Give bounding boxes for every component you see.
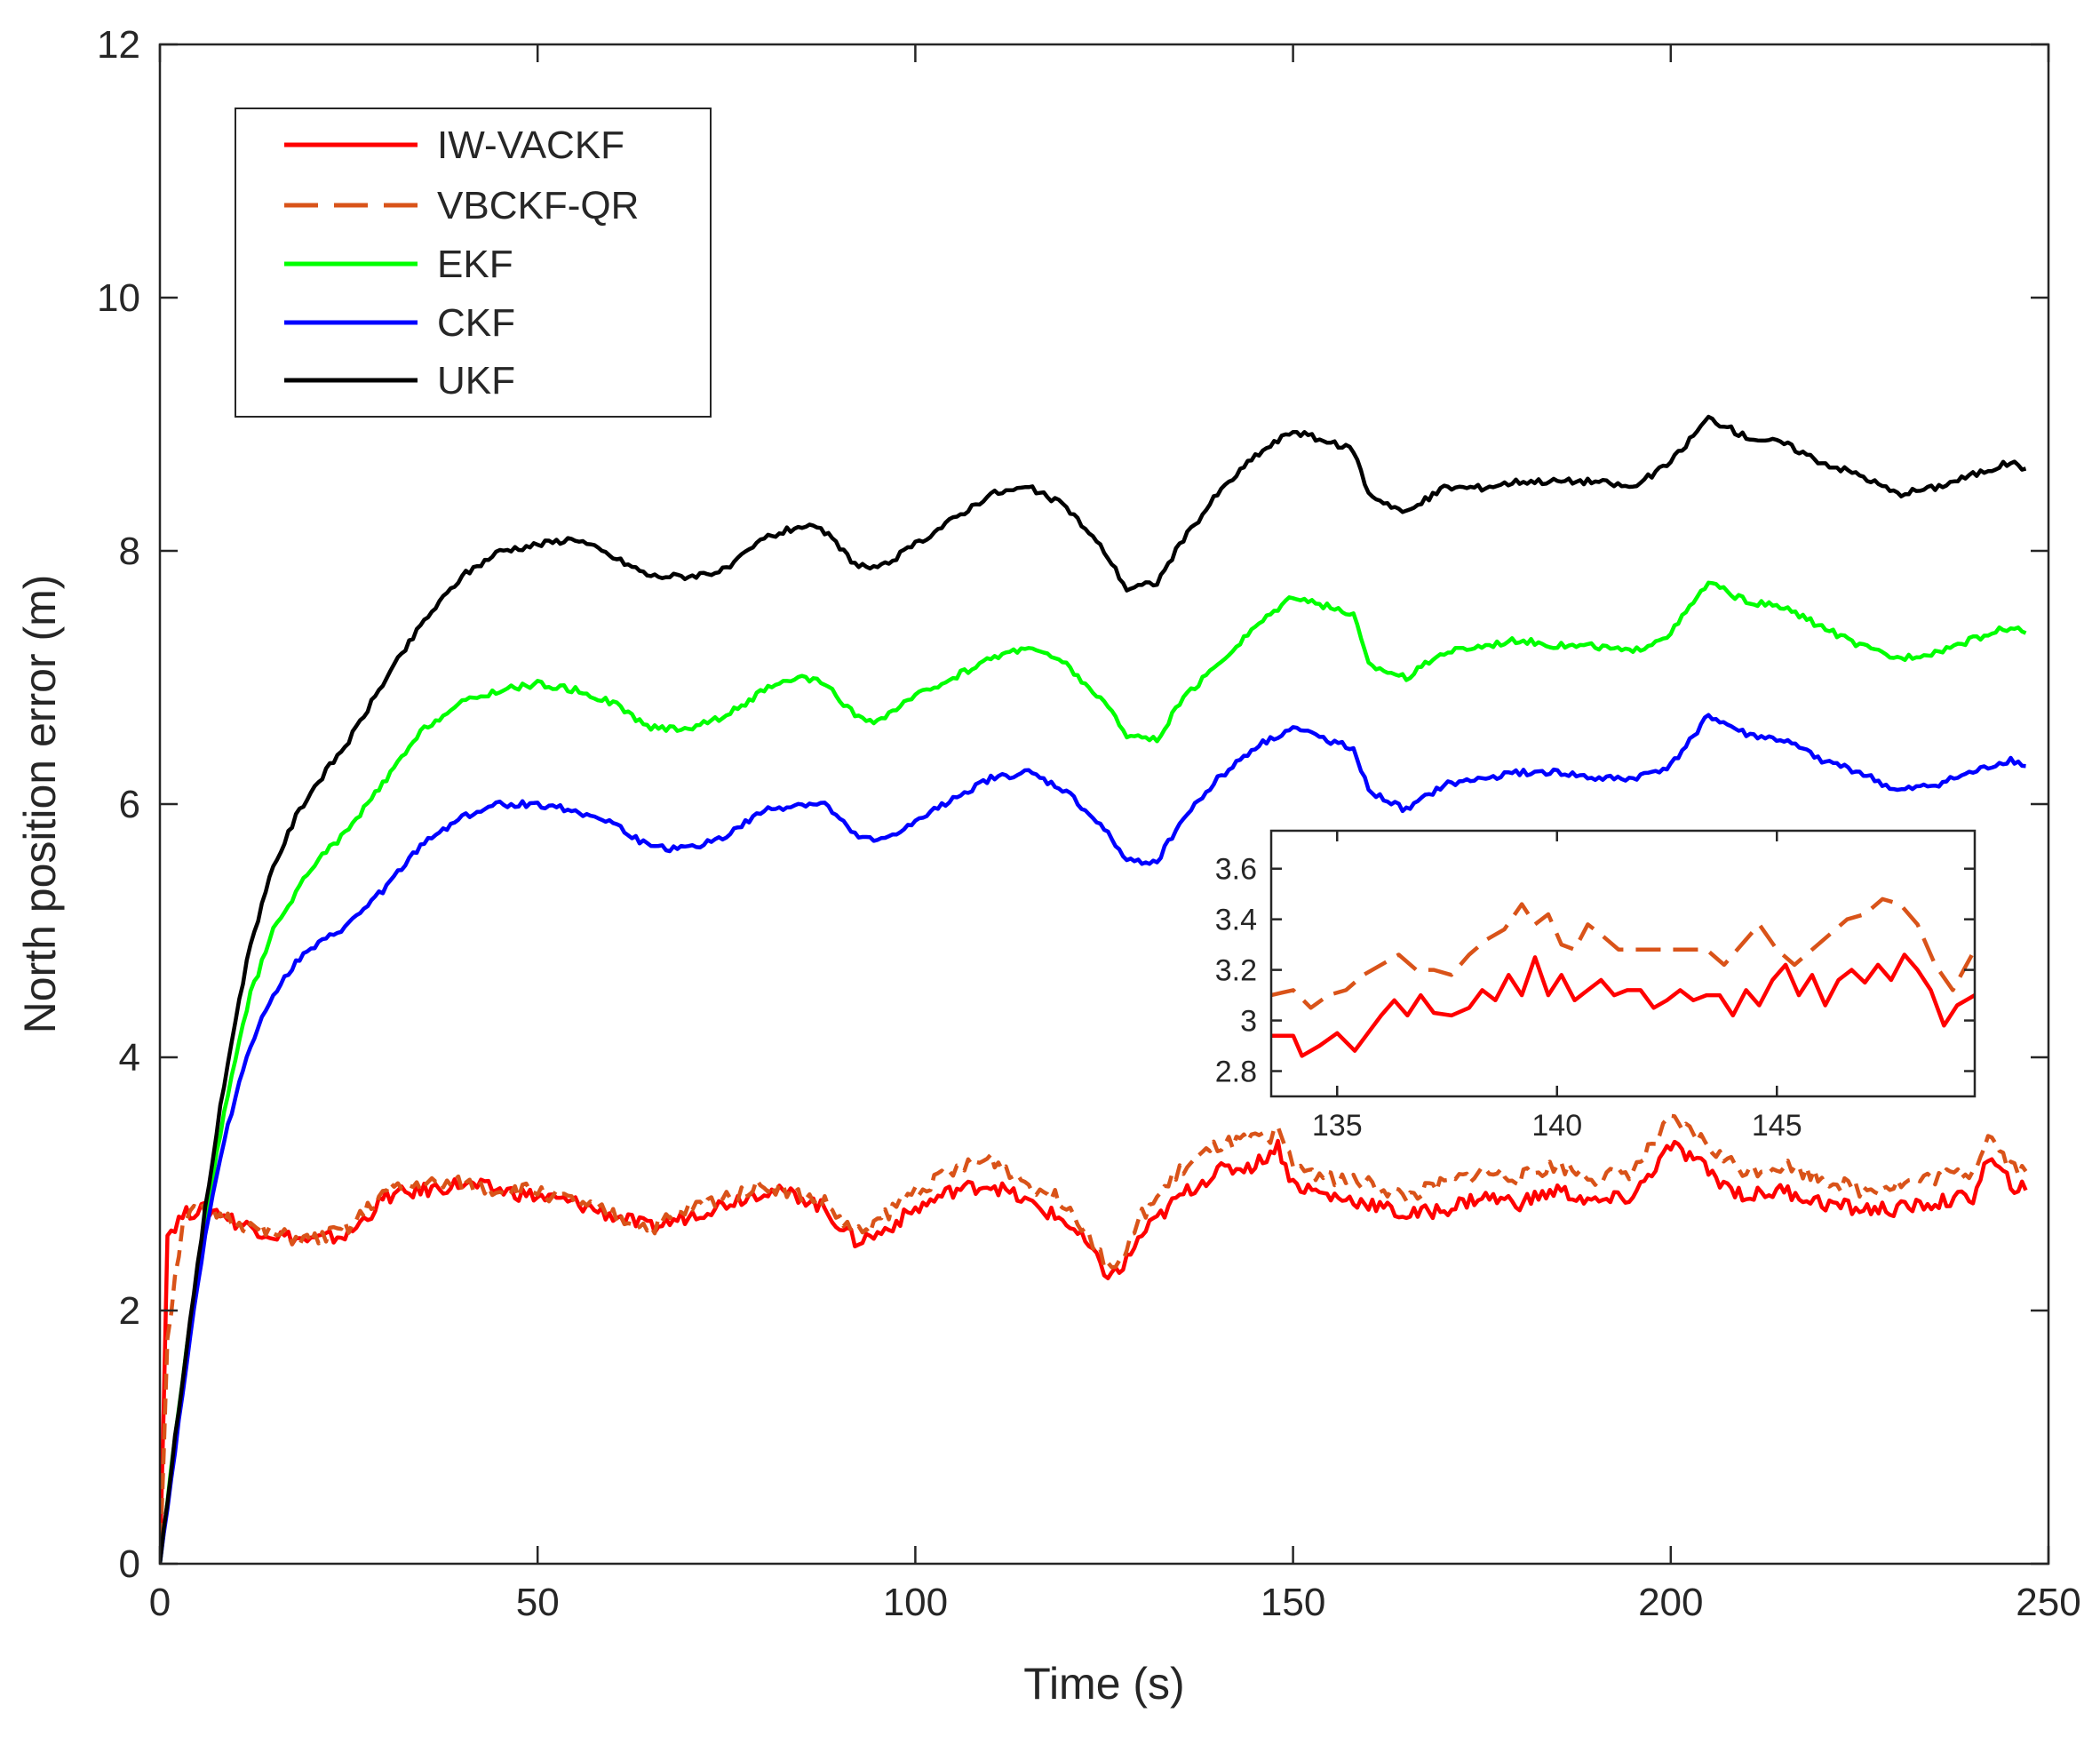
main-x-tick-label-200: 200 xyxy=(1638,1581,1703,1624)
inset-series-vbckf-qr xyxy=(1271,896,1975,1010)
inset-y-tick-label-3-4: 3.4 xyxy=(1215,904,1257,937)
inset-ticks: 135 140 145 2.8 3 3.2 3.4 3.6 xyxy=(1215,831,1975,1143)
main-series-ukf xyxy=(160,414,2027,1564)
inset-y-tick-label-2-8: 2.8 xyxy=(1215,1056,1257,1089)
main-series-vbckf-qr xyxy=(160,1113,2028,1564)
inset-y-tick-label-3-2: 3.2 xyxy=(1215,954,1257,988)
main-x-tick-label-250: 250 xyxy=(2016,1581,2080,1624)
legend-label-vbckf-qr: VBCKF-QR xyxy=(437,184,639,227)
main-plot: 0 50 100 150 200 250 0 2 4 6 8 10 12 Time (s) North … xyxy=(15,23,2081,1709)
legend-label-ukf: UKF xyxy=(437,359,515,402)
inset-plot-frame xyxy=(1269,829,1977,1098)
main-series-ckf xyxy=(160,713,2026,1564)
inset-series-iw-vackf xyxy=(1271,952,1975,1058)
legend-label-ekf: EKF xyxy=(437,243,513,286)
x-axis-title: Time (s) xyxy=(1023,1659,1184,1709)
main-x-tick-label-150: 150 xyxy=(1261,1581,1325,1624)
inset-y-tick-label-3: 3 xyxy=(1240,1005,1257,1039)
main-x-tick-label-100: 100 xyxy=(883,1581,948,1624)
legend-label-ckf: CKF xyxy=(437,301,515,345)
legend-label-iw-vackf: IW-VACKF xyxy=(437,124,624,167)
y-axis-title: North position error (m) xyxy=(15,575,65,1034)
inset-x-tick-label-135: 135 xyxy=(1312,1109,1363,1143)
main-ticks: 0 50 100 150 200 250 0 2 4 6 8 10 12 xyxy=(97,23,2081,1624)
main-y-tick-label-4: 4 xyxy=(119,1036,140,1080)
main-y-tick-label-10: 10 xyxy=(97,276,140,320)
main-x-tick-label-50: 50 xyxy=(516,1581,560,1624)
main-y-tick-label-6: 6 xyxy=(119,783,140,826)
main-y-tick-label-0: 0 xyxy=(119,1542,140,1586)
main-y-tick-label-12: 12 xyxy=(97,23,140,67)
inset-plot: 135 140 145 2.8 3 3.2 3.4 3.6 xyxy=(1215,829,1977,1143)
inset-y-tick-label-3-6: 3.6 xyxy=(1215,853,1257,887)
inset-x-tick-label-140: 140 xyxy=(1531,1109,1582,1143)
inset-x-tick-label-145: 145 xyxy=(1752,1109,1802,1143)
main-x-tick-label-0: 0 xyxy=(149,1581,171,1624)
inset-background xyxy=(1271,831,1975,1096)
legend: IW-VACKF VBCKF-QR EKF CKF UKF xyxy=(235,108,712,418)
main-series-group xyxy=(160,414,2028,1564)
inset-series-group xyxy=(1271,896,1975,1058)
main-series-ekf xyxy=(160,580,2027,1564)
main-y-tick-label-2: 2 xyxy=(119,1289,140,1333)
main-y-tick-label-8: 8 xyxy=(119,530,140,573)
